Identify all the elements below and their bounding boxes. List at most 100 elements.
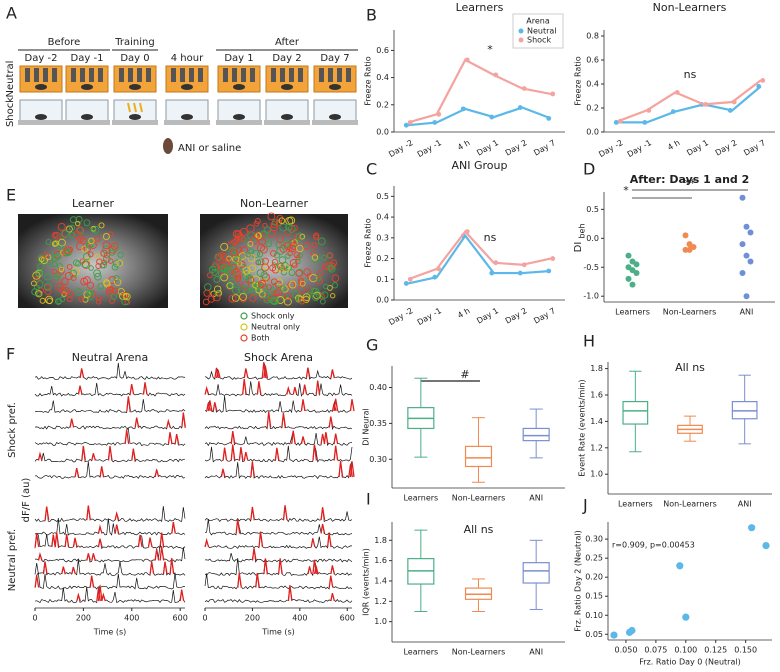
cell-roi <box>231 294 240 302</box>
cell-roi <box>228 278 236 287</box>
cell-roi <box>94 235 101 242</box>
event-segment <box>250 506 256 521</box>
x-tick-label: ANI <box>738 500 752 509</box>
y-tick-label: 0.4 <box>586 80 599 89</box>
mouse <box>35 84 47 90</box>
cell-roi <box>89 241 97 249</box>
panel-letter: F <box>6 345 15 364</box>
cell-roi <box>226 255 232 262</box>
arena-stripe <box>71 68 76 82</box>
event-segment <box>349 399 355 412</box>
cell-roi <box>288 269 296 276</box>
x-tick-label: 0.075 <box>644 646 667 655</box>
calcium-trace <box>204 548 353 563</box>
event-segment <box>323 432 329 445</box>
cell-roi <box>213 285 222 293</box>
calcium-trace <box>34 412 186 430</box>
cell-roi <box>226 270 233 277</box>
event-segment <box>134 417 140 428</box>
cell-roi <box>230 249 238 257</box>
legend-marker <box>240 334 248 342</box>
cell-roi <box>260 245 268 254</box>
arena-stripe <box>128 68 133 82</box>
event-segment <box>72 537 78 548</box>
data-point <box>686 246 693 253</box>
cell-roi <box>112 287 119 294</box>
data-point <box>743 252 750 259</box>
day-label: Day -1 <box>71 53 104 64</box>
event-segment <box>97 538 103 548</box>
event-segment <box>174 433 180 445</box>
cell-roi <box>38 256 45 262</box>
event-segment <box>126 396 131 412</box>
cell-roi <box>72 259 80 267</box>
cell-roi <box>296 244 304 253</box>
cell-roi <box>69 232 76 239</box>
y-axis-title: Freeze Ratio <box>574 56 583 105</box>
event-segment <box>137 535 143 548</box>
cell-roi <box>79 237 87 245</box>
arena-stripe <box>328 68 333 82</box>
x-tick-label: 400 <box>292 614 307 623</box>
cell-roi <box>60 277 69 286</box>
event-segment <box>310 538 316 548</box>
cell-roi <box>309 273 318 283</box>
cell-roi <box>270 296 279 306</box>
calcium-trace <box>34 362 186 380</box>
data-point <box>739 194 746 201</box>
event-segment <box>349 461 355 478</box>
series-line <box>617 79 762 123</box>
cell-roi <box>98 222 105 229</box>
cell-roi <box>207 272 213 279</box>
calcium-trace <box>204 585 353 604</box>
panel-letter: D <box>583 160 595 179</box>
event-segment <box>251 548 257 561</box>
calcium-trace <box>204 460 353 480</box>
arena-stripe <box>319 68 324 82</box>
image-title: Non-Learner <box>240 197 308 210</box>
chart-title: Learners <box>456 1 504 14</box>
data-point <box>674 90 680 95</box>
calcium-trace <box>34 396 186 413</box>
cell-roi <box>202 298 210 306</box>
cell-roi <box>63 248 71 255</box>
cell-roi <box>247 254 256 263</box>
event-segment <box>44 506 50 521</box>
data-point <box>682 232 689 239</box>
cell-roi <box>56 298 62 304</box>
cell-roi <box>220 273 229 282</box>
y-tick-label: 0.0 <box>586 234 599 243</box>
cell-roi <box>81 260 89 269</box>
x-tick-label: 0.050 <box>615 646 638 655</box>
calcium-trace <box>204 531 352 549</box>
cell-roi <box>288 280 297 289</box>
data-point <box>493 260 499 266</box>
legend-label: Shock <box>527 36 551 45</box>
event-segment <box>89 575 95 588</box>
cell-roi <box>295 258 301 265</box>
panel-letter: C <box>366 160 377 179</box>
x-tick-label: Learners <box>403 648 438 657</box>
cell-roi <box>116 259 124 267</box>
cell-roi <box>45 239 52 246</box>
y-tick-label: 0.20 <box>585 573 603 582</box>
cell-roi <box>86 281 95 289</box>
data-point <box>403 122 409 128</box>
x-tick-label: 0.125 <box>704 646 727 655</box>
event-segment <box>159 546 165 561</box>
cell-roi <box>321 254 328 261</box>
y-axis-title: DI <box>573 242 584 253</box>
cell-roi <box>248 248 255 255</box>
cell-roi <box>103 280 111 288</box>
event-segment <box>34 575 40 588</box>
cell-roi <box>279 265 286 272</box>
data-point <box>646 108 652 113</box>
y-axis-title: IQR (events/min) <box>362 548 371 616</box>
event-segment <box>243 368 249 379</box>
event-segment <box>230 444 236 461</box>
cell-roi <box>251 249 260 259</box>
y-tick-label: 1.8 <box>374 536 387 545</box>
cell-roi <box>78 296 84 302</box>
event-segment <box>64 534 70 548</box>
cell-roi <box>313 232 320 239</box>
